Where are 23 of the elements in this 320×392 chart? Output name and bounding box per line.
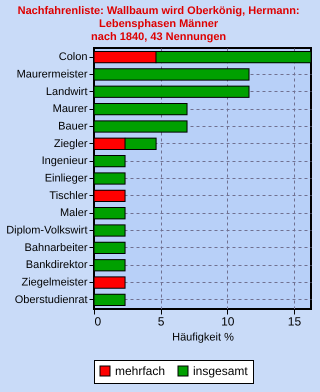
y-tick-label: Oberstudienrat: [14, 294, 88, 306]
legend-label: mehrfach: [115, 364, 166, 378]
y-tick-label: Maurermeister: [16, 68, 88, 80]
x-tick-label: 0: [94, 314, 102, 328]
y-tick-label: Diplom-Volkswirt: [6, 224, 88, 237]
chart-title: Nachfahrenliste: Wallbaum wird Oberkönig, Hermann: Lebensphasen Männer nach 1840, 43 Nennungen: [18, 5, 300, 43]
y-tick-label: Ziegelmeister: [21, 276, 88, 289]
x-tick-label: 10: [221, 314, 235, 328]
legend-label: insgesamt: [193, 364, 248, 378]
y-tick-label: Tischler: [49, 190, 88, 202]
y-tick-label: Maurer: [52, 103, 88, 116]
y-tick-label: Landwirt: [46, 86, 88, 98]
y-tick-label: Maler: [60, 207, 88, 220]
y-tick-label: Ingenieur: [42, 155, 88, 168]
y-tick-label: Bankdirektor: [26, 259, 88, 272]
x-axis-title: Häufigkeit %: [172, 332, 234, 344]
y-tick-label: Einlieger: [44, 172, 88, 184]
y-tick-label: Ziegler: [54, 138, 88, 150]
x-tick-label: 5: [158, 314, 165, 328]
y-tick-label: Colon: [58, 51, 88, 64]
y-tick-label: Bauer: [58, 120, 88, 132]
y-tick-label: Bahnarbeiter: [24, 242, 88, 254]
x-tick-label: 15: [288, 314, 302, 328]
